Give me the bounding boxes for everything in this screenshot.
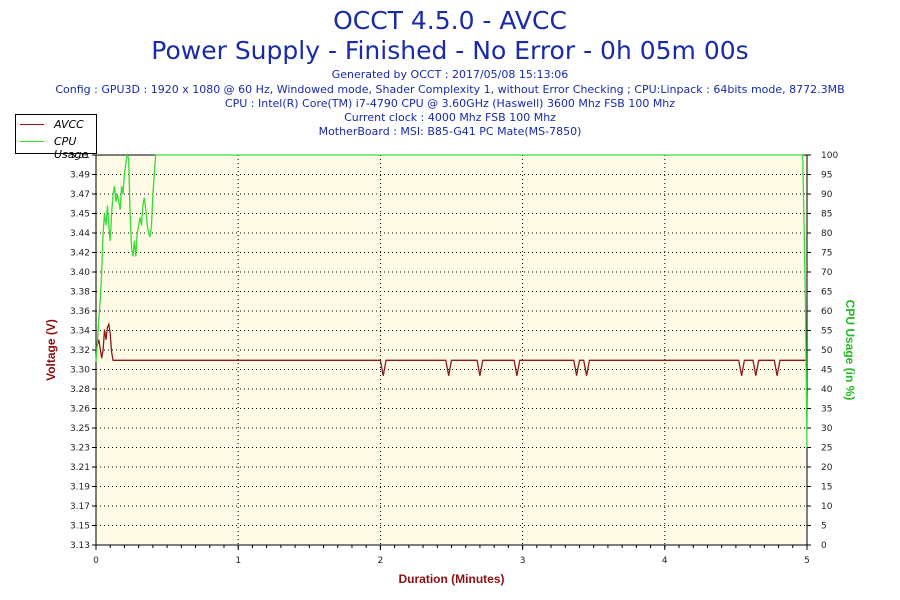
y2-tick-label: 75: [821, 249, 832, 259]
y-tick-label: 3.19: [70, 483, 90, 493]
y2-axis-title: CPU Usage (in %): [843, 300, 857, 401]
y2-tick-label: 90: [821, 190, 833, 200]
legend-swatch-cpu-usage: [20, 141, 44, 142]
y-axis-title: Voltage (V): [44, 319, 58, 381]
y2-tick-label: 50: [821, 346, 833, 356]
y-tick-label: 3.42: [70, 249, 90, 259]
legend: AVCC CPU Usage: [15, 114, 97, 161]
y2-tick-label: 70: [821, 268, 833, 278]
y2-tick-label: 30: [821, 424, 833, 434]
legend-swatch-avcc: [20, 124, 44, 125]
info-cpu: CPU : Intel(R) Core(TM) i7-4790 CPU @ 3.…: [224, 97, 676, 110]
y-tick-label: 3.47: [70, 190, 90, 200]
y-tick-label: 3.32: [70, 346, 90, 356]
y-tick-label: 3.49: [70, 171, 90, 181]
y2-tick-label: 10: [821, 502, 833, 512]
y2-tick-label: 20: [821, 463, 833, 473]
y-tick-label: 3.45: [70, 210, 90, 220]
y2-tick-label: 80: [821, 229, 833, 239]
y-tick-label: 3.40: [70, 268, 90, 278]
legend-item-avcc: AVCC: [16, 117, 96, 133]
series-line-cpu-usage: [95, 152, 808, 448]
info-clock: Current clock : 4000 Mhz FSB 100 Mhz: [344, 111, 556, 124]
legend-item-cpu-usage: CPU Usage: [16, 134, 96, 161]
y2-tick-label: 65: [821, 288, 832, 298]
y-tick-label: 3.30: [70, 366, 90, 376]
y2-tick-label: 25: [821, 444, 832, 454]
y-tick-label: 3.28: [70, 385, 90, 395]
y-tick-label: 3.17: [70, 502, 90, 512]
y-tick-label: 3.15: [70, 522, 90, 532]
y-tick-label: 3.23: [70, 444, 90, 454]
x-tick-label: 0: [93, 556, 99, 566]
x-tick-label: 4: [662, 556, 668, 566]
y-tick-label: 3.26: [70, 405, 90, 415]
y-tick-label: 3.21: [70, 463, 90, 473]
y2-tick-label: 45: [821, 366, 832, 376]
y2-tick-label: 55: [821, 327, 832, 337]
info-motherboard: MotherBoard : MSI: B85-G41 PC Mate(MS-78…: [318, 125, 582, 138]
y2-tick-label: 60: [821, 307, 833, 317]
y2-tick-label: 100: [821, 151, 838, 161]
x-tick-label: 1: [235, 556, 241, 566]
x-tick-label: 5: [804, 556, 810, 566]
chart-subtitle: Power Supply - Finished - No Error - 0h …: [151, 36, 749, 65]
info-generated: Generated by OCCT : 2017/05/08 15:13:06: [331, 68, 569, 81]
series-line-avcc: [95, 322, 807, 376]
y2-tick-label: 85: [821, 210, 832, 220]
x-tick-label: 3: [520, 556, 526, 566]
legend-label-avcc: AVCC: [54, 118, 84, 131]
x-axis-title: Duration (Minutes): [399, 572, 505, 586]
y2-tick-label: 15: [821, 483, 832, 493]
info-config: Config : GPU3D : 1920 x 1080 @ 60 Hz, Wi…: [55, 83, 845, 96]
y-tick-label: 3.38: [70, 288, 90, 298]
y2-tick-label: 95: [821, 171, 832, 181]
y-tick-label: 3.25: [70, 424, 90, 434]
legend-label-cpu-usage: CPU Usage: [54, 135, 89, 161]
y2-tick-label: 40: [821, 385, 833, 395]
y2-tick-label: 35: [821, 405, 832, 415]
y-tick-label: 3.36: [70, 307, 90, 317]
y-tick-label: 3.44: [70, 229, 90, 239]
y2-tick-label: 0: [821, 541, 827, 551]
y-tick-label: 3.13: [70, 541, 90, 551]
x-tick-label: 2: [378, 556, 384, 566]
y-tick-label: 3.51: [70, 151, 90, 161]
chart-title: OCCT 4.5.0 - AVCC: [333, 6, 567, 35]
y-tick-label: 3.34: [70, 327, 90, 337]
y2-tick-label: 5: [821, 522, 827, 532]
